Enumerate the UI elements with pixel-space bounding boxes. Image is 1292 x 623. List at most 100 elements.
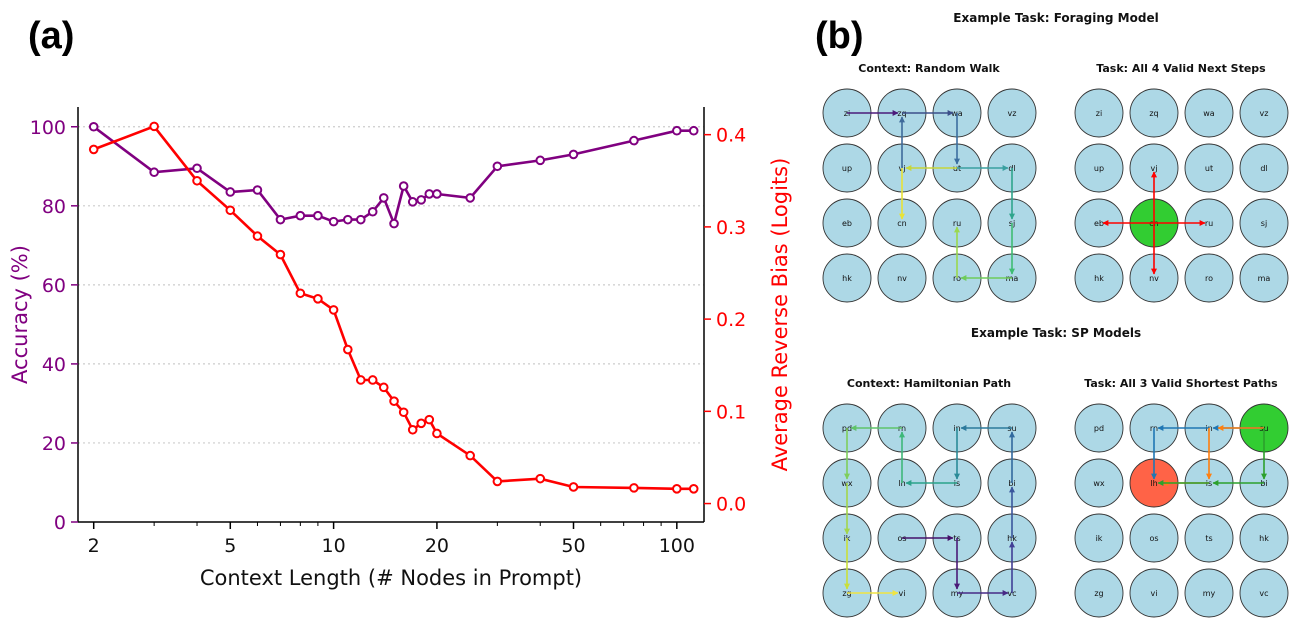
data-point — [407, 424, 418, 435]
node — [1239, 568, 1289, 618]
axes: 2 5 10 20 50 100 0 20 40 60 80 100 0.0 0.1 0.2 0.3 0.4 — [30, 107, 746, 557]
data-point — [672, 125, 682, 136]
data-point — [672, 484, 682, 494]
data-point — [343, 344, 353, 355]
accuracy-bias-chart: 2 5 10 20 50 100 0 20 40 60 80 100 0.0 0.1 0.2 0.3 0.4 C… — [8, 107, 792, 590]
node-label: ru — [953, 219, 961, 228]
y-axis-title-right: Average Reverse Bias (Logits) — [768, 158, 792, 472]
node — [1239, 143, 1289, 193]
y-axis-title-left: Accuracy (%) — [8, 245, 32, 384]
node-label: lh — [1150, 479, 1157, 488]
data-point — [568, 482, 579, 492]
y-tick-label-left: 0 — [54, 512, 66, 534]
data-point — [465, 450, 475, 461]
node-label: pd — [1094, 424, 1104, 433]
node — [1129, 568, 1179, 618]
data-point — [313, 210, 323, 221]
data-point — [355, 214, 366, 225]
node-label: ru — [1205, 219, 1213, 228]
y-tick-label-right: 0.2 — [716, 309, 746, 331]
data-point — [355, 375, 366, 385]
data-point — [398, 181, 409, 191]
node-label: zi — [1096, 109, 1102, 118]
node-label: wx — [1093, 479, 1105, 488]
data-point — [629, 135, 639, 146]
data-point — [416, 195, 427, 205]
node — [822, 143, 872, 193]
node — [1184, 143, 1234, 193]
x-axis-title: Context Length (# Nodes in Prompt) — [200, 566, 582, 590]
data-point — [535, 155, 546, 166]
node-label: up — [1094, 164, 1104, 173]
x-tick-label: 100 — [659, 535, 695, 557]
y-tick-label-right: 0.1 — [716, 401, 746, 423]
node — [822, 198, 872, 248]
y-tick-label-left: 100 — [30, 117, 66, 139]
node-label: cn — [897, 219, 906, 228]
node-label: eb — [842, 219, 852, 228]
node — [1239, 198, 1289, 248]
data-point — [424, 189, 435, 199]
y-tick-label-left: 80 — [42, 196, 66, 218]
node-label: zg — [1094, 589, 1103, 598]
foraging-title: Example Task: Foraging Model — [953, 11, 1158, 25]
x-tick-label: 5 — [224, 535, 236, 557]
data-point — [252, 231, 263, 241]
x-tick-label: 2 — [88, 535, 100, 557]
data-point — [252, 185, 263, 195]
node — [1074, 88, 1124, 138]
grid-sp-task: pdrninsuwxlhisbiikostshkzgvimyvc — [1074, 403, 1289, 618]
node-label: vi — [899, 589, 906, 598]
data-point — [367, 375, 378, 385]
node-label: sj — [1261, 219, 1267, 228]
y-tick-label-right: 0.4 — [716, 125, 746, 147]
data-point — [88, 121, 99, 132]
node — [822, 253, 872, 303]
data-point — [568, 149, 579, 160]
grid-sp-context: pdrninsuwxlhisbiikostshkzgvimyvc — [822, 403, 1037, 618]
data-point — [328, 216, 339, 227]
node-label: ro — [953, 274, 961, 283]
data-point — [432, 428, 442, 439]
node-label: ma — [1006, 274, 1019, 283]
series-line-average-reverse-bias — [93, 124, 694, 491]
data-point — [535, 473, 546, 484]
data-point — [328, 305, 339, 315]
node-label: vj — [1151, 164, 1158, 173]
node-label: vi — [1151, 589, 1158, 598]
data-point — [416, 418, 427, 429]
node — [1239, 253, 1289, 303]
data-point — [688, 484, 699, 494]
sp-context-title: Context: Hamiltonian Path — [847, 377, 1011, 390]
data-point — [378, 193, 389, 203]
x-tick-label: 10 — [322, 535, 346, 557]
node-label: bi — [1008, 479, 1015, 488]
node-label: nv — [897, 274, 907, 283]
data-point — [192, 175, 202, 186]
grid-foraging-context: zizqwavzupvjutdlebcnrusjhknvroma — [822, 88, 1037, 303]
node-label: vz — [1260, 109, 1269, 118]
data-point — [492, 476, 503, 487]
data-point — [398, 407, 409, 418]
node — [1184, 513, 1234, 563]
node-label: ut — [1205, 164, 1213, 173]
node — [1074, 458, 1124, 508]
data-point — [225, 187, 236, 197]
node — [1184, 253, 1234, 303]
node — [987, 88, 1037, 138]
node-label: my — [1203, 589, 1216, 598]
data-point — [88, 144, 99, 155]
node-label: ik — [1096, 534, 1103, 543]
data-point — [275, 249, 286, 260]
node-label: wa — [1203, 109, 1215, 118]
data-point — [192, 163, 202, 174]
grid-foraging-task: zizqwavzupvjutdlebcnrusjhknvroma — [1074, 88, 1289, 303]
data-point — [407, 197, 418, 207]
data-point — [378, 382, 389, 393]
node-label: up — [842, 164, 852, 173]
foraging-context-title: Context: Random Walk — [858, 62, 1000, 75]
panel-label-a: (a) — [28, 15, 74, 57]
node — [1184, 568, 1234, 618]
data-point — [149, 167, 159, 178]
node-label: hk — [1007, 534, 1017, 543]
